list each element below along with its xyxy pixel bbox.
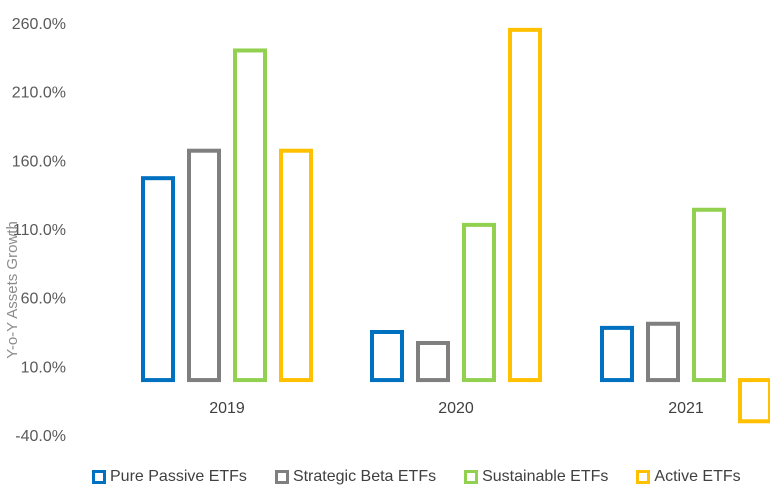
legend: Pure Passive ETFs Strategic Beta ETFs Sust… — [92, 467, 769, 487]
y-tick-label: 160.0% — [12, 153, 66, 170]
legend-label: Pure Passive ETFs — [110, 468, 247, 485]
bar-active-etfs-2021 — [738, 378, 770, 424]
legend-swatch-icon — [464, 470, 479, 484]
legend-label: Sustainable ETFs — [482, 468, 609, 485]
y-tick-label: 10.0% — [21, 359, 66, 376]
legend-item: Pure Passive ETFs — [92, 468, 247, 486]
x-category-label: 2019 — [209, 400, 245, 417]
legend-item: Strategic Beta ETFs — [274, 468, 437, 486]
legend-swatch-icon — [636, 470, 651, 484]
bar-sustainable-etfs-2020 — [462, 222, 496, 383]
legend-swatch-icon — [92, 470, 106, 484]
legend-item: Active ETFs — [636, 468, 741, 486]
y-tick-label: 260.0% — [12, 16, 66, 33]
bar-strategic-beta-etfs-2020 — [416, 340, 450, 383]
y-tick-label: 60.0% — [21, 291, 66, 308]
bar-active-etfs-2019 — [279, 148, 313, 383]
bar-strategic-beta-etfs-2021 — [646, 321, 680, 383]
bar-strategic-beta-etfs-2019 — [187, 148, 221, 383]
x-category-label: 2020 — [438, 400, 474, 417]
bar-sustainable-etfs-2019 — [233, 48, 267, 383]
legend-item: Sustainable ETFs — [464, 468, 608, 486]
bar-pure-passive-etfs-2021 — [600, 325, 634, 383]
y-tick-label: -40.0% — [15, 428, 66, 445]
x-category-label: 2021 — [668, 400, 704, 417]
y-tick-label: 110.0% — [13, 222, 66, 239]
bar-pure-passive-etfs-2019 — [141, 176, 175, 383]
y-axis-ticks: -40.0% 10.0% 60.0% 110.0% 160.0% 210.0% 260.0% — [12, 16, 66, 445]
y-axis-label: Y-o-Y Assets Growth — [4, 221, 21, 359]
y-tick-label: 210.0% — [12, 85, 66, 102]
bar-active-etfs-2020 — [508, 27, 542, 383]
legend-swatch-icon — [274, 470, 289, 484]
legend-label: Active ETFs — [654, 468, 741, 485]
x-axis-categories: 2019 2020 2021 — [209, 400, 704, 417]
legend-label: Strategic Beta ETFs — [292, 468, 437, 485]
bars — [141, 27, 770, 424]
bar-sustainable-etfs-2021 — [692, 207, 726, 383]
bar-pure-passive-etfs-2020 — [370, 330, 404, 383]
